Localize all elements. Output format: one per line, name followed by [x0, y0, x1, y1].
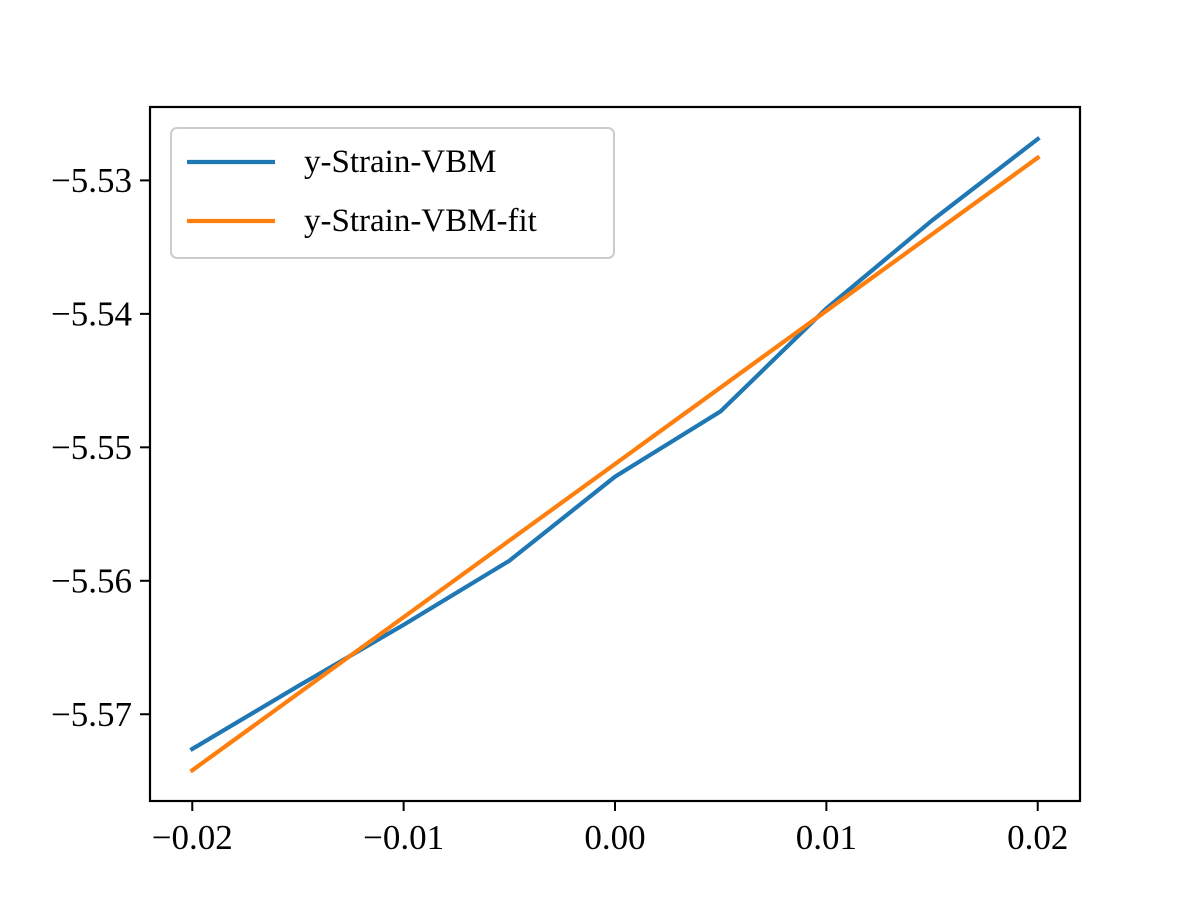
legend-frame [170, 127, 615, 259]
y-tick-label-0: −5.57 [51, 695, 132, 734]
x-tick-label-1: −0.01 [363, 818, 444, 857]
x-tick-label-0: −0.02 [152, 818, 233, 857]
x-tick-label-3: 0.01 [796, 818, 857, 857]
y-tick-label-1: −5.56 [51, 561, 132, 600]
y-tick-label-3: −5.54 [51, 294, 132, 333]
data-series [189, 136, 1041, 774]
axis-ticks: −0.02 −0.01 0.00 0.01 0.02 −5.57 −5.56 −5.55 −5.… [51, 161, 1068, 857]
legend-label-1: y-Strain-VBM-fit [304, 203, 537, 239]
legend: y-Strain-VBM y-Strain-VBM-fit [170, 127, 615, 259]
x-tick-label-4: 0.02 [1007, 818, 1068, 857]
y-tick-label-2: −5.55 [51, 428, 132, 467]
series-line-1 [189, 154, 1041, 774]
plot-frame [148, 105, 1082, 803]
y-tick-label-4: −5.53 [51, 161, 132, 200]
legend-label-0: y-Strain-VBM [304, 144, 497, 180]
x-tick-label-2: 0.00 [584, 818, 645, 857]
